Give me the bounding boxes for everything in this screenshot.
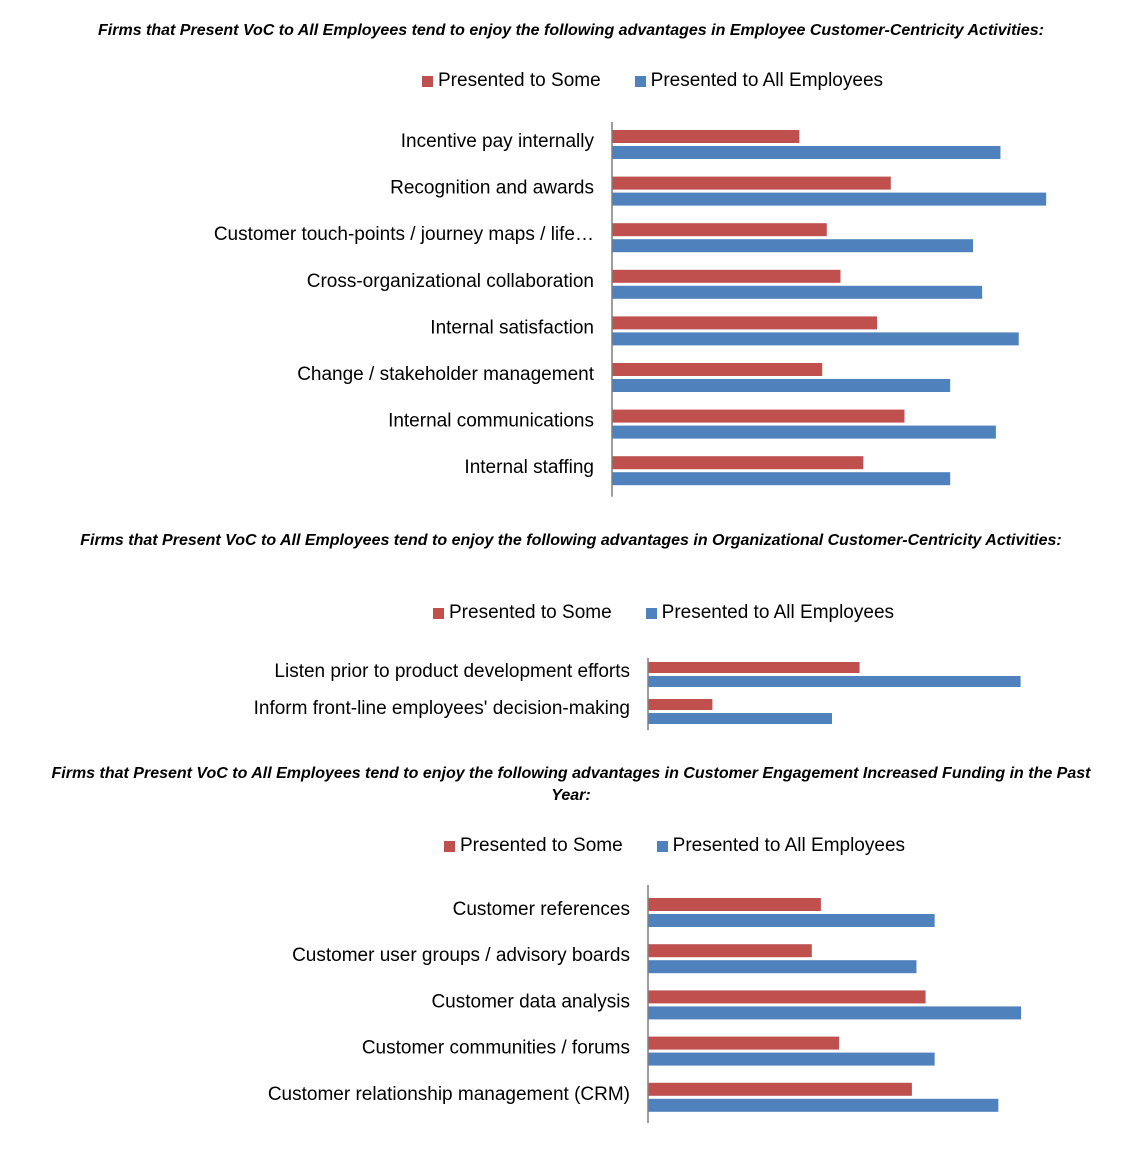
legend-item-all: Presented to All Employees xyxy=(656,835,906,857)
bar-presented-to-some xyxy=(648,1082,912,1096)
bar-presented-to-all xyxy=(612,146,1001,159)
chart-3-title: Firms that Present VoC to All Employees … xyxy=(51,765,1091,804)
bar-presented-to-some xyxy=(612,456,864,470)
bar-presented-to-some xyxy=(648,990,926,1004)
category-label: Internal communications xyxy=(388,411,594,432)
category-label: Internal staffing xyxy=(464,457,594,478)
chart-1-title: Firms that Present VoC to All Employees … xyxy=(98,22,1044,39)
bar-presented-to-all xyxy=(648,676,1021,687)
legend-item-some: Presented to Some xyxy=(444,835,623,857)
legend-label-some: Presented to Some xyxy=(438,70,601,91)
legend-swatch-all xyxy=(645,607,657,619)
category-label: Customer communities / forums xyxy=(362,1038,630,1059)
bar-presented-to-some xyxy=(612,409,905,423)
bar-presented-to-all xyxy=(612,472,951,486)
legend-label-some: Presented to Some xyxy=(460,835,623,856)
bar-presented-to-some xyxy=(612,363,823,376)
legend-label-all: Presented to All Employees xyxy=(661,602,895,623)
bar-presented-to-all xyxy=(612,379,951,392)
legend-swatch-some xyxy=(422,75,433,87)
bar-presented-to-some xyxy=(648,944,812,958)
legend-item-some: Presented to Some xyxy=(422,70,601,92)
bar-presented-to-all xyxy=(612,239,974,253)
category-label: Recognition and awards xyxy=(390,178,594,199)
category-label: Listen prior to product development effo… xyxy=(274,661,630,682)
bar-presented-to-all xyxy=(612,332,1019,346)
legend-item-all: Presented to All Employees xyxy=(634,70,884,92)
bar-presented-to-all xyxy=(612,192,1047,206)
legend-swatch-all xyxy=(656,840,668,852)
legend-item-some: Presented to Some xyxy=(433,602,612,624)
legend-label-all: Presented to All Employees xyxy=(650,70,884,91)
category-label: Customer user groups / advisory boards xyxy=(292,945,630,966)
category-label: Customer references xyxy=(453,899,630,920)
chart-2-legend: Presented to Some Presented to All Emplo… xyxy=(433,602,928,624)
bar-presented-to-all xyxy=(648,914,935,927)
category-label: Internal satisfaction xyxy=(430,317,594,338)
legend-label-all: Presented to All Employees xyxy=(672,835,906,856)
chart-3-legend: Presented to Some Presented to All Emplo… xyxy=(444,835,939,857)
bar-presented-to-some xyxy=(648,898,821,911)
category-label: Inform front-line employees' decision-ma… xyxy=(254,698,630,719)
chart-1-legend: Presented to Some Presented to All Emplo… xyxy=(422,70,917,92)
category-label: Incentive pay internally xyxy=(401,131,595,152)
legend-swatch-some xyxy=(433,607,444,619)
legend-swatch-all xyxy=(634,75,646,87)
bar-presented-to-all xyxy=(648,960,917,974)
bar-presented-to-some xyxy=(612,269,841,283)
legend-swatch-some xyxy=(444,840,455,852)
category-label: Customer data analysis xyxy=(431,991,630,1012)
chart-3-plot: Customer references Customer user groups … xyxy=(268,885,1022,1123)
chart-2-title: Firms that Present VoC to All Employees … xyxy=(80,532,1062,549)
chart-1-plot: Incentive pay internally Recognition and … xyxy=(214,122,1047,497)
category-label: Cross-organizational collaboration xyxy=(307,271,594,292)
bar-presented-to-some xyxy=(648,662,860,673)
bar-presented-to-all xyxy=(612,425,996,439)
bar-presented-to-some xyxy=(612,223,827,237)
bar-presented-to-all xyxy=(648,713,832,724)
bar-presented-to-some xyxy=(612,176,891,190)
legend-item-all: Presented to All Employees xyxy=(645,602,895,624)
bar-presented-to-all xyxy=(648,1006,1022,1020)
bar-presented-to-all xyxy=(648,1052,935,1066)
bar-presented-to-all xyxy=(648,1098,999,1112)
chart-2-plot: Listen prior to product development effo… xyxy=(254,658,1021,730)
bar-presented-to-some xyxy=(648,699,713,710)
category-label: Change / stakeholder management xyxy=(297,364,595,385)
category-label: Customer touch-points / journey maps / l… xyxy=(214,224,594,245)
bar-presented-to-some xyxy=(612,130,800,143)
category-label: Customer relationship management (CRM) xyxy=(268,1084,630,1105)
bar-presented-to-some xyxy=(612,316,878,330)
bar-presented-to-some xyxy=(648,1036,840,1050)
bar-presented-to-all xyxy=(612,285,983,299)
legend-label-some: Presented to Some xyxy=(449,602,612,623)
